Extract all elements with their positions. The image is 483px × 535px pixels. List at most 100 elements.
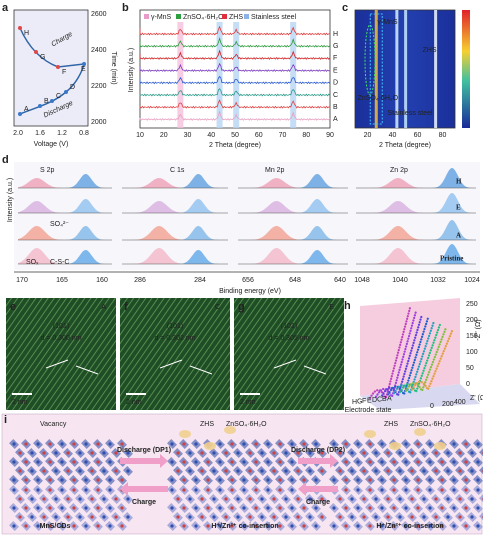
state-marker: [18, 26, 22, 30]
atom: [446, 469, 450, 473]
atom: [242, 442, 246, 446]
x-tick-label: 1024: [464, 277, 480, 284]
atom: [272, 469, 276, 473]
atom: [434, 497, 438, 501]
atom: [302, 442, 306, 446]
atom: [102, 469, 106, 473]
legend-label: γ-MnS: [151, 14, 172, 21]
legend-label: ZnSO₄·6H₂O: [183, 14, 224, 21]
atom: [120, 506, 124, 510]
atom: [272, 451, 276, 455]
atom: [440, 506, 444, 510]
atom: [236, 451, 240, 455]
atom: [182, 488, 186, 492]
atom: [170, 478, 174, 482]
lattice-polyhedron: [479, 466, 483, 476]
atom: [108, 506, 112, 510]
annotation: ZnSO₄·6H₂O: [410, 421, 451, 428]
atom: [380, 488, 384, 492]
state-label: Pristine: [440, 255, 463, 263]
atom: [42, 469, 46, 473]
heatmap-stripe: [404, 10, 408, 128]
atom: [90, 497, 94, 501]
legend-label: ZHS: [229, 14, 243, 21]
tem-image: [120, 298, 230, 410]
atom: [440, 460, 444, 464]
atom: [218, 506, 222, 510]
scale-label: 2 nm: [240, 399, 256, 406]
atom: [60, 460, 64, 464]
x-tick-label: 656: [242, 277, 254, 284]
atom: [176, 497, 180, 501]
axis-label: Electrode state: [345, 407, 392, 414]
xrd-curve: [139, 25, 331, 36]
x-tick-label: 170: [16, 277, 28, 284]
atom: [224, 515, 228, 519]
atom: [446, 451, 450, 455]
atom: [54, 451, 58, 455]
atom: [84, 488, 88, 492]
atom: [242, 460, 246, 464]
atom: [344, 488, 348, 492]
atom: [182, 460, 186, 464]
atom: [290, 524, 294, 528]
atom: [440, 478, 444, 482]
state-label: A: [387, 395, 392, 402]
scale-label: 2 nm: [12, 399, 28, 406]
atom: [108, 488, 112, 492]
atom: [60, 524, 64, 528]
atom: [126, 515, 130, 519]
atom: [464, 506, 468, 510]
atom: [12, 442, 16, 446]
atom: [290, 478, 294, 482]
atom: [96, 506, 100, 510]
region-label: Zn 2p: [390, 167, 408, 174]
atom: [200, 497, 204, 501]
arrow: [159, 359, 183, 369]
state-label: B: [44, 98, 49, 105]
curve-label: C: [333, 92, 338, 99]
atom: [404, 442, 408, 446]
atom: [440, 524, 444, 528]
atom: [278, 478, 282, 482]
region-label: C 1s: [170, 167, 185, 174]
atom: [410, 451, 414, 455]
spectrum-peak: [18, 178, 112, 188]
atom: [362, 469, 366, 473]
state-label: H: [352, 399, 357, 406]
spectrum-peak: [122, 199, 228, 213]
atom: [206, 478, 210, 482]
atom: [392, 478, 396, 482]
atom: [446, 497, 450, 501]
state-label: B: [382, 396, 387, 403]
atom: [392, 460, 396, 464]
atom: [470, 497, 474, 501]
curve-label: G: [333, 43, 338, 50]
spectrum-peak: [356, 178, 476, 188]
atom: [84, 442, 88, 446]
atom: [284, 515, 288, 519]
atom: [434, 451, 438, 455]
x-tick-label: 284: [194, 277, 206, 284]
x-tick-label: 1032: [430, 277, 446, 284]
atom: [338, 497, 342, 501]
atom: [24, 460, 28, 464]
state-label: H: [456, 178, 462, 186]
atom: [434, 515, 438, 519]
atom: [84, 506, 88, 510]
atom: [188, 451, 192, 455]
atom: [176, 451, 180, 455]
spectrum-peak: [18, 199, 112, 213]
curve-label: E: [333, 67, 338, 74]
atom: [102, 451, 106, 455]
atom: [422, 515, 426, 519]
atom: [24, 478, 28, 482]
atom: [338, 515, 342, 519]
plane-label: (101): [167, 323, 183, 330]
arrow: [75, 365, 99, 375]
atom: [284, 451, 288, 455]
atom: [380, 460, 384, 464]
annotation: ZHS: [200, 421, 214, 428]
spectrum-peak: [18, 248, 112, 264]
atom: [404, 506, 408, 510]
